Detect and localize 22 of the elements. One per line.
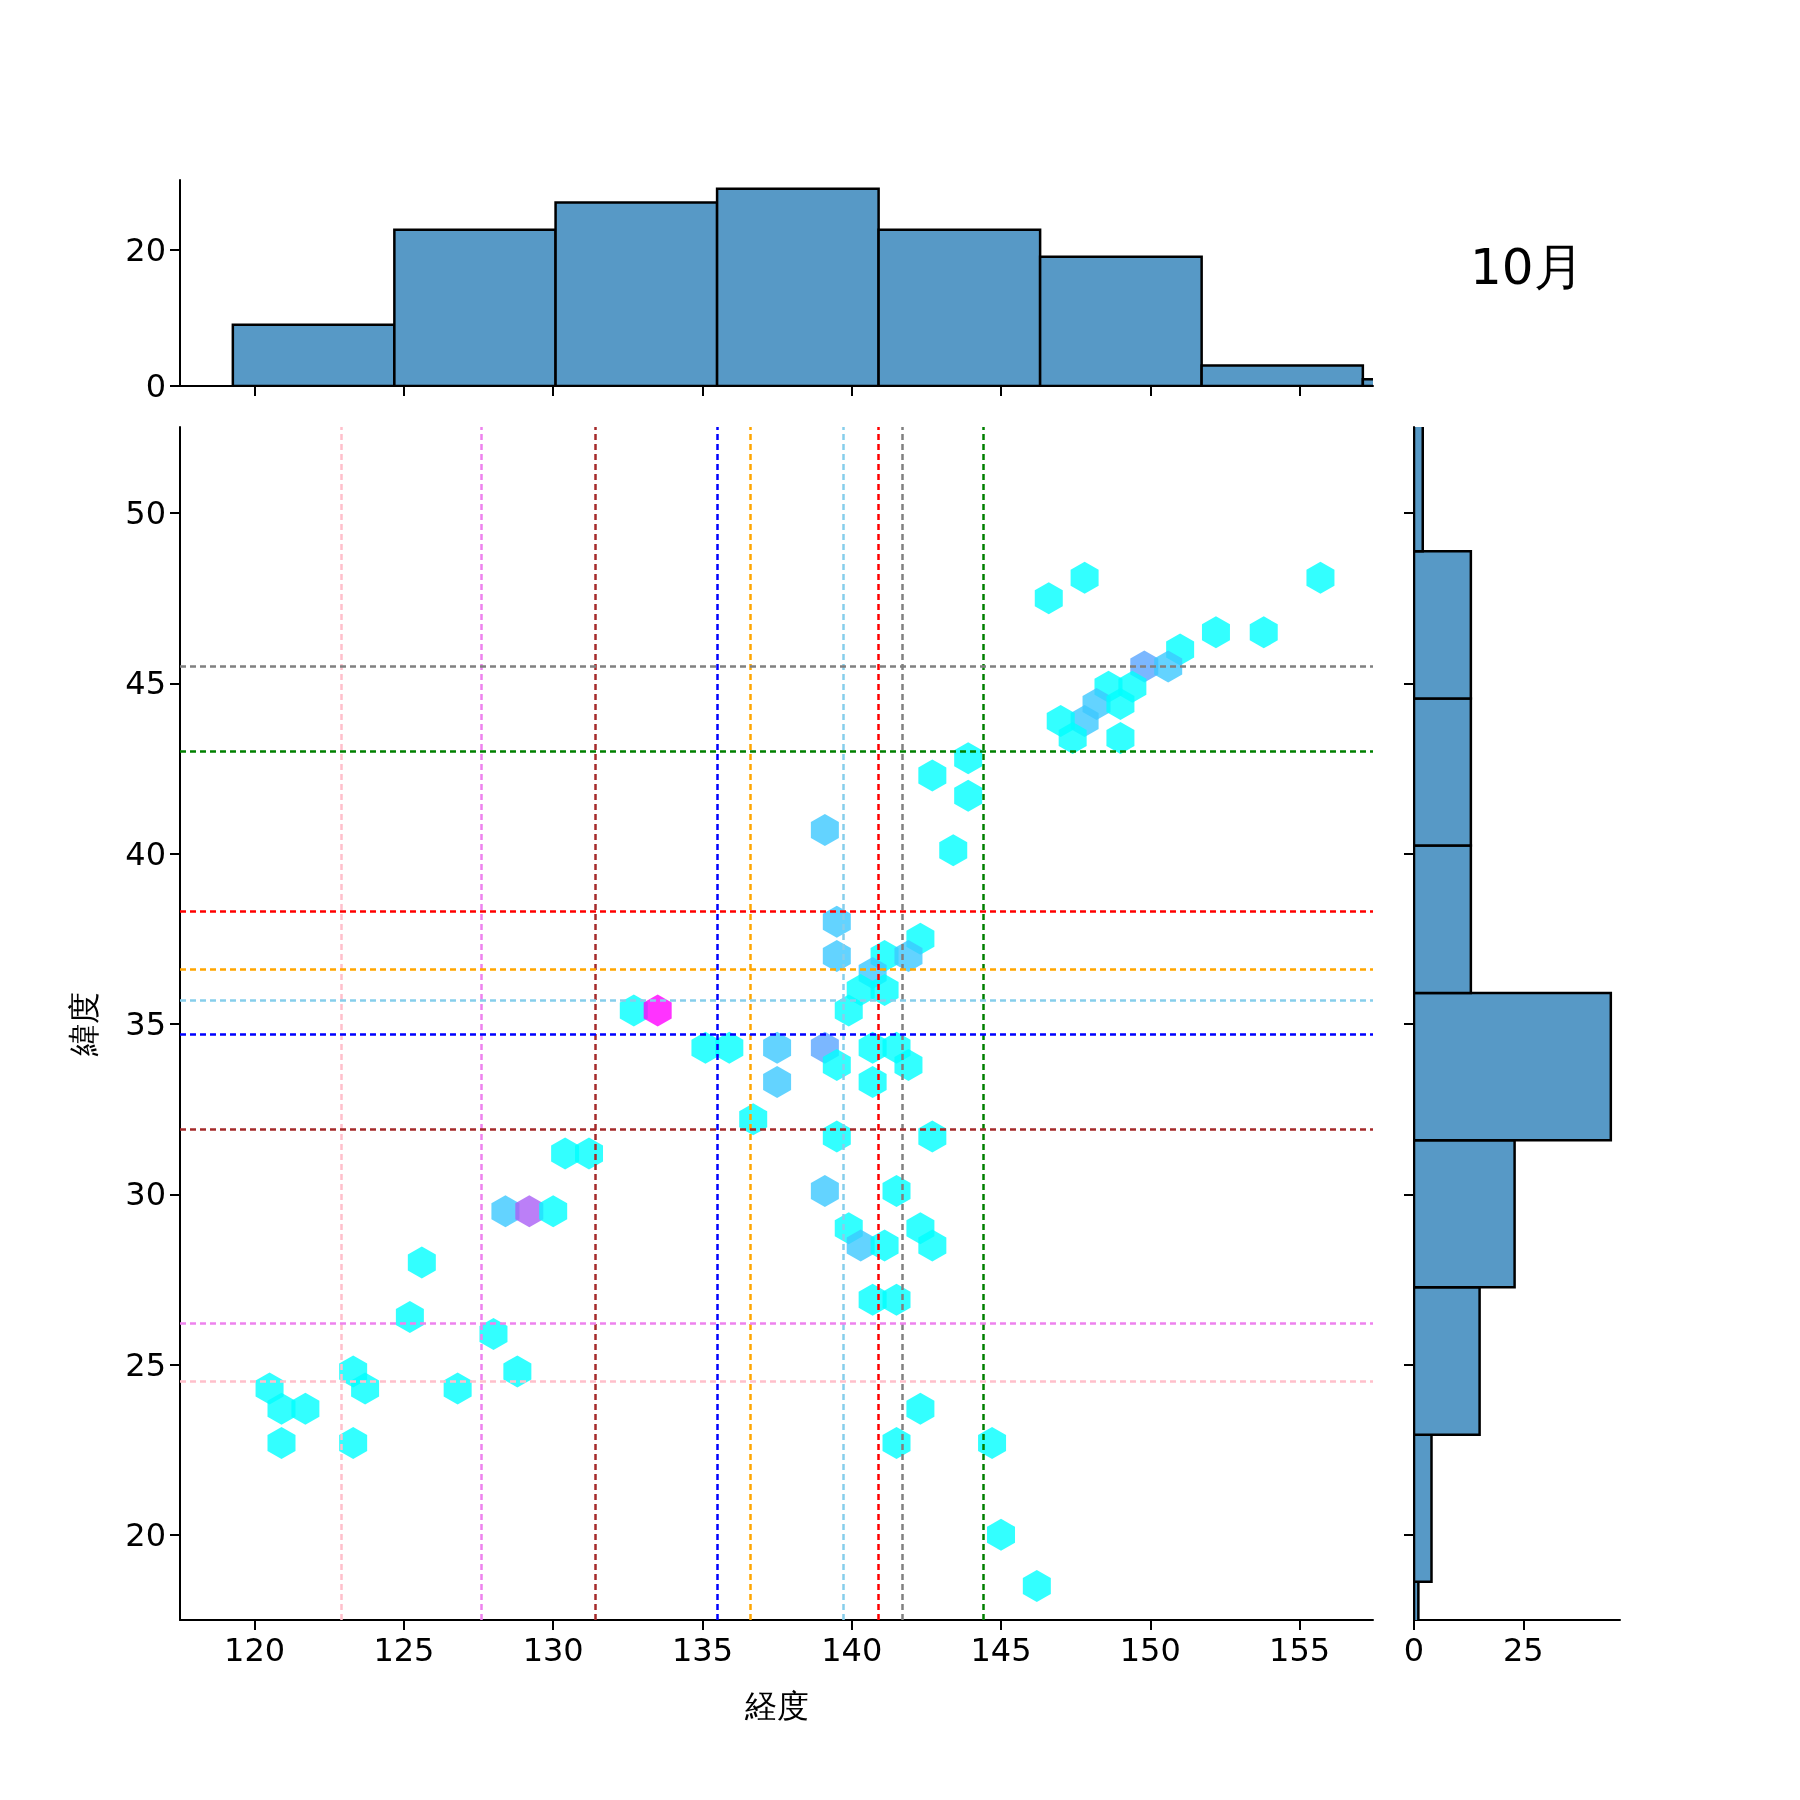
y-tick-label: 35 [125, 1005, 166, 1044]
x-tick-label: 155 [1269, 1631, 1331, 1669]
x-tick-label: 150 [1119, 1631, 1181, 1669]
x-tick-label: 125 [373, 1631, 435, 1669]
y-axis-title: 緯度 [65, 991, 103, 1057]
x-tick-label: 145 [970, 1631, 1032, 1669]
x-tick-label: 25 [1502, 1631, 1544, 1669]
y-tick-label: 25 [125, 1345, 166, 1384]
y-tick-label: 20 [125, 1515, 166, 1554]
y-tick-label: 50 [125, 494, 166, 533]
y-tick-label: 0 [145, 367, 166, 405]
y-tick-label: 40 [125, 834, 166, 873]
y-tick-label: 20 [125, 231, 166, 270]
x-axis-title: 経度 [743, 1687, 809, 1725]
x-tick-label: 0 [1403, 1631, 1425, 1669]
y-tick-label: 45 [125, 664, 166, 703]
x-tick-label: 140 [821, 1631, 883, 1669]
x-tick-label: 120 [224, 1631, 286, 1669]
text: 10月 [1470, 238, 1584, 296]
y-tick-label: 30 [125, 1175, 166, 1214]
x-tick-label: 130 [522, 1631, 584, 1669]
x-tick-label: 135 [671, 1631, 733, 1669]
